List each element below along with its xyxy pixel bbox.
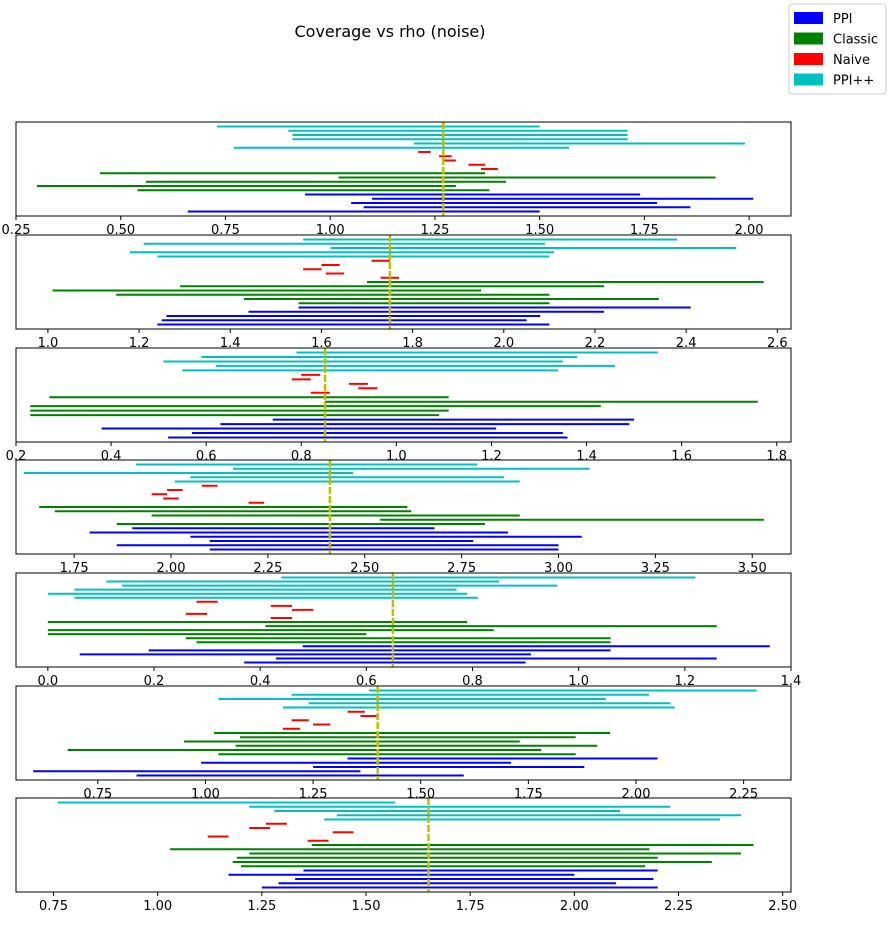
x-tick-label-3-2: 2.25 — [253, 561, 282, 576]
x-tick-label-2-5: 1.2 — [481, 449, 502, 464]
x-tick-label-6-4: 1.75 — [456, 899, 485, 914]
panel-2: 0.2 0.4 0.6 0.8 1.0 1.2 1.4 1.6 1.8 — [6, 347, 792, 464]
x-tick-label-6-3: 1.50 — [352, 899, 381, 914]
panel-5: 0.75 1.00 1.25 1.50 1.75 2.00 2.25 — [15, 685, 792, 802]
x-tick-label-3-0: 1.75 — [60, 561, 89, 576]
panel-3: 1.75 2.00 2.25 2.50 2.75 3.00 3.25 3.50 — [15, 459, 792, 576]
x-tick-label-6-5: 2.00 — [560, 899, 589, 914]
panel-6: 0.75 1.00 1.25 1.50 1.75 2.00 2.25 2.50 — [15, 797, 797, 914]
x-tick-label-3-1: 2.00 — [157, 561, 186, 576]
axes-frame-4 — [15, 572, 792, 668]
x-tick-label-6-6: 2.25 — [664, 899, 693, 914]
x-tick-label-4-6: 1.2 — [674, 674, 695, 689]
x-tick-label-3-7: 3.50 — [738, 561, 767, 576]
x-tick-label-3-5: 3.00 — [544, 561, 573, 576]
x-tick-label-3-3: 2.50 — [350, 561, 379, 576]
legend-label-1: Classic — [833, 33, 878, 48]
x-tick-label-0-3: 1.00 — [316, 223, 345, 238]
x-tick-label-2-7: 1.6 — [671, 449, 692, 464]
axes-frame-3 — [15, 459, 792, 555]
x-tick-label-5-6: 2.25 — [729, 787, 758, 802]
x-tick-label-0-2: 0.75 — [211, 223, 240, 238]
x-tick-label-4-7: 1.4 — [781, 674, 802, 689]
x-tick-label-2-8: 1.8 — [766, 449, 787, 464]
x-tick-label-1-5: 2.0 — [493, 336, 514, 351]
x-tick-label-1-1: 1.2 — [129, 336, 150, 351]
panel-0: 0.25 0.50 0.75 1.00 1.25 1.50 1.75 2.00 — [2, 121, 792, 238]
x-tick-label-5-3: 1.50 — [406, 787, 435, 802]
x-tick-label-1-6: 2.2 — [585, 336, 606, 351]
legend-label-0: PPI — [833, 12, 853, 27]
x-tick-label-3-6: 3.25 — [641, 561, 670, 576]
x-tick-label-0-5: 1.50 — [525, 223, 554, 238]
panel-1: 1.0 1.2 1.4 1.6 1.8 2.0 2.2 2.4 2.6 — [15, 234, 792, 351]
x-tick-label-4-0: 0.0 — [38, 674, 59, 689]
x-tick-label-1-2: 1.4 — [220, 336, 241, 351]
axes-frame-6 — [15, 797, 792, 893]
x-tick-label-6-2: 1.25 — [247, 899, 276, 914]
x-tick-label-4-2: 0.4 — [250, 674, 271, 689]
legend-label-2: Naive — [833, 53, 870, 68]
x-tick-label-1-7: 2.4 — [676, 336, 697, 351]
x-tick-label-4-5: 1.0 — [568, 674, 589, 689]
axes-frame-1 — [15, 234, 792, 330]
x-tick-label-0-4: 1.25 — [420, 223, 449, 238]
x-tick-label-2-2: 0.6 — [196, 449, 217, 464]
x-tick-label-1-4: 1.8 — [402, 336, 423, 351]
x-tick-label-0-0: 0.25 — [2, 223, 31, 238]
x-tick-label-2-4: 1.0 — [386, 449, 407, 464]
x-tick-label-5-1: 1.00 — [191, 787, 220, 802]
x-tick-label-0-7: 2.00 — [735, 223, 764, 238]
panels: 0.25 0.50 0.75 1.00 1.25 1.50 1.75 2.001.0 1.2 1.… — [2, 121, 802, 914]
x-tick-label-2-3: 0.8 — [291, 449, 312, 464]
x-tick-label-5-2: 1.25 — [299, 787, 328, 802]
x-tick-label-4-1: 0.2 — [144, 674, 165, 689]
chart-title: Coverage vs rho (noise) — [295, 22, 486, 41]
x-tick-label-1-3: 1.6 — [311, 336, 332, 351]
x-tick-label-5-0: 0.75 — [83, 787, 112, 802]
legend-frame — [788, 3, 887, 95]
x-tick-label-1-8: 2.6 — [767, 336, 788, 351]
legend-swatch-1 — [794, 32, 823, 45]
x-tick-label-1-0: 1.0 — [38, 336, 59, 351]
x-tick-label-6-7: 2.50 — [768, 899, 797, 914]
x-tick-label-3-4: 2.75 — [447, 561, 476, 576]
axes-frame-2 — [15, 347, 792, 443]
x-tick-label-2-1: 0.4 — [101, 449, 122, 464]
x-tick-label-4-3: 0.6 — [356, 674, 377, 689]
legend-swatch-2 — [794, 53, 823, 65]
x-tick-label-2-6: 1.4 — [576, 449, 597, 464]
axes-frame-0 — [15, 121, 792, 217]
panel-4: 0.0 0.2 0.4 0.6 0.8 1.0 1.2 1.4 — [15, 572, 802, 689]
x-tick-label-5-4: 1.75 — [514, 787, 543, 802]
x-tick-label-5-5: 2.00 — [622, 787, 651, 802]
legend-swatch-0 — [794, 12, 823, 24]
legend: PPI Classic Naive PPI++ — [788, 3, 887, 95]
x-tick-label-6-0: 0.75 — [39, 899, 68, 914]
axes-frame-5 — [15, 685, 792, 781]
x-tick-label-0-1: 0.50 — [106, 223, 135, 238]
x-tick-label-0-6: 1.75 — [630, 223, 659, 238]
x-tick-label-4-4: 0.8 — [462, 674, 483, 689]
legend-label-3: PPI++ — [833, 74, 874, 89]
x-tick-label-6-1: 1.00 — [143, 899, 172, 914]
legend-swatch-3 — [794, 73, 823, 86]
